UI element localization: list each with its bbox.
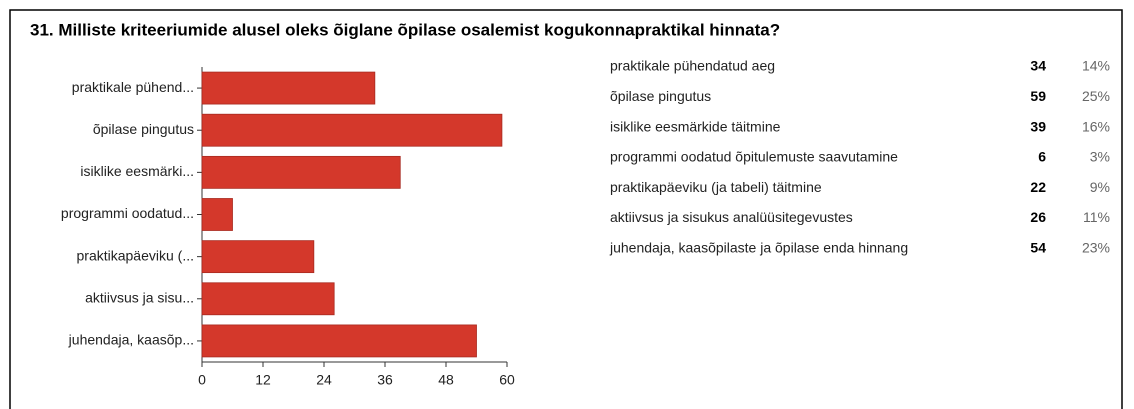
chart-title: 31. Milliste kriteeriumide alusel oleks … — [30, 20, 780, 39]
x-tick-label: 12 — [255, 372, 271, 388]
table-count: 54 — [1030, 240, 1046, 256]
table-percent: 9% — [1090, 179, 1110, 195]
bar — [201, 113, 503, 147]
frame — [9, 9, 1123, 409]
bar — [201, 71, 376, 105]
bar — [201, 282, 335, 316]
table-percent: 3% — [1090, 149, 1110, 165]
table-count: 26 — [1030, 209, 1046, 225]
table-percent: 16% — [1082, 118, 1110, 134]
y-tick-label: isiklike eesmärki... — [80, 163, 194, 179]
y-tick-label: aktiivsus ja sisu... — [85, 289, 194, 305]
bar — [201, 240, 315, 274]
table-count: 34 — [1030, 58, 1046, 74]
table-label: õpilase pingutus — [610, 88, 711, 104]
table-count: 22 — [1030, 179, 1046, 195]
table-label: praktikapäeviku (ja tabeli) täitmine — [610, 179, 822, 195]
table-percent: 25% — [1082, 88, 1110, 104]
table-label: programmi oodatud õpitulemuste saavutami… — [610, 149, 898, 165]
table-percent: 11% — [1083, 209, 1110, 225]
x-tick-label: 0 — [198, 372, 206, 388]
y-tick-label: juhendaja, kaasõp... — [68, 332, 194, 348]
table-label: aktiivsus ja sisukus analüüsitegevustes — [610, 209, 853, 225]
y-tick-label: praktikale pühend... — [72, 79, 194, 95]
y-tick-label: praktikapäeviku (... — [77, 247, 195, 263]
table-count: 6 — [1038, 149, 1046, 165]
x-tick-label: 24 — [316, 372, 332, 388]
y-tick-label: õpilase pingutus — [93, 121, 194, 137]
x-tick-label: 36 — [377, 372, 393, 388]
bar — [201, 324, 477, 358]
x-tick-label: 60 — [499, 372, 515, 388]
table-percent: 23% — [1082, 240, 1110, 256]
table-label: juhendaja, kaasõpilaste ja õpilase enda … — [609, 240, 908, 256]
table-label: praktikale pühendatud aeg — [610, 58, 775, 74]
table-count: 39 — [1030, 118, 1046, 134]
table-count: 59 — [1030, 88, 1046, 104]
x-tick-label: 48 — [438, 372, 454, 388]
table-percent: 14% — [1082, 58, 1110, 74]
bar — [201, 155, 401, 189]
table-label: isiklike eesmärkide täitmine — [610, 118, 781, 134]
y-tick-label: programmi oodatud... — [61, 205, 194, 221]
bar — [201, 198, 233, 231]
